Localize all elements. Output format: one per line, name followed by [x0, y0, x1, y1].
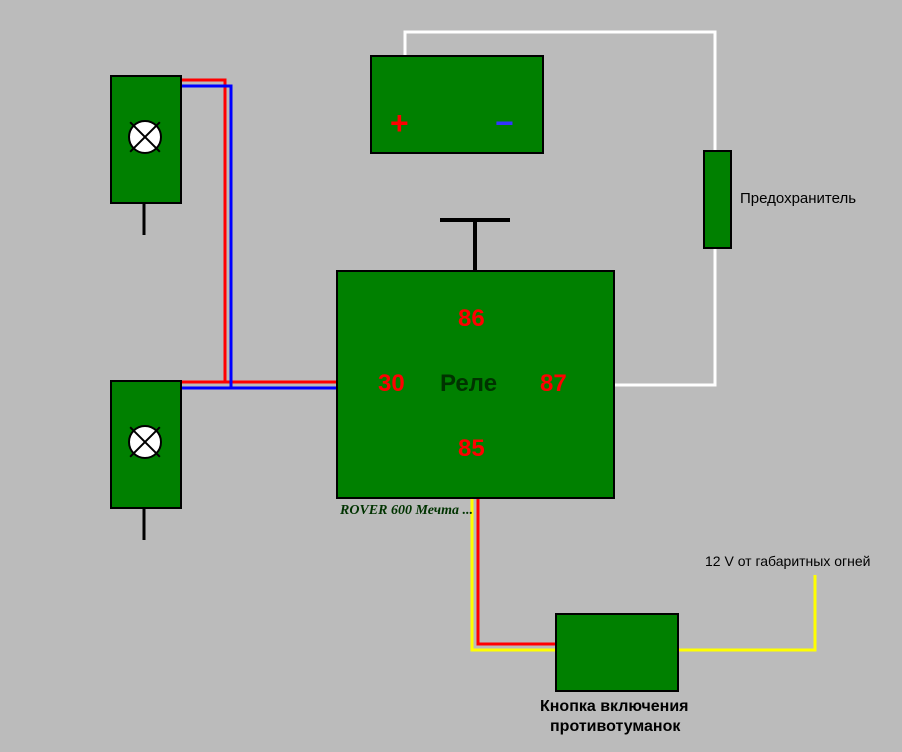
pin-85: 85: [458, 435, 485, 463]
relay-label: Реле: [440, 370, 497, 398]
pin-86: 86: [458, 305, 485, 333]
lamp-symbol-1: [128, 120, 162, 154]
caption: ROVER 600 Мечта ...: [340, 503, 473, 519]
wiring-diagram: + − Реле 86 30 87 85 Предохранитель Кноп…: [0, 0, 902, 752]
lamp-symbol-2: [128, 425, 162, 459]
switch-label-2: противотуманок: [550, 718, 680, 736]
pin-87: 87: [540, 370, 567, 398]
battery-minus: −: [495, 105, 514, 142]
parking-lights-label: 12 V от габаритных огней: [705, 553, 870, 569]
pin-30: 30: [378, 370, 405, 398]
battery-plus: +: [390, 105, 409, 142]
fuse-label: Предохранитель: [740, 190, 856, 207]
fuse-box: [703, 150, 732, 249]
switch-box: [555, 613, 679, 692]
switch-label-1: Кнопка включения: [540, 698, 689, 716]
